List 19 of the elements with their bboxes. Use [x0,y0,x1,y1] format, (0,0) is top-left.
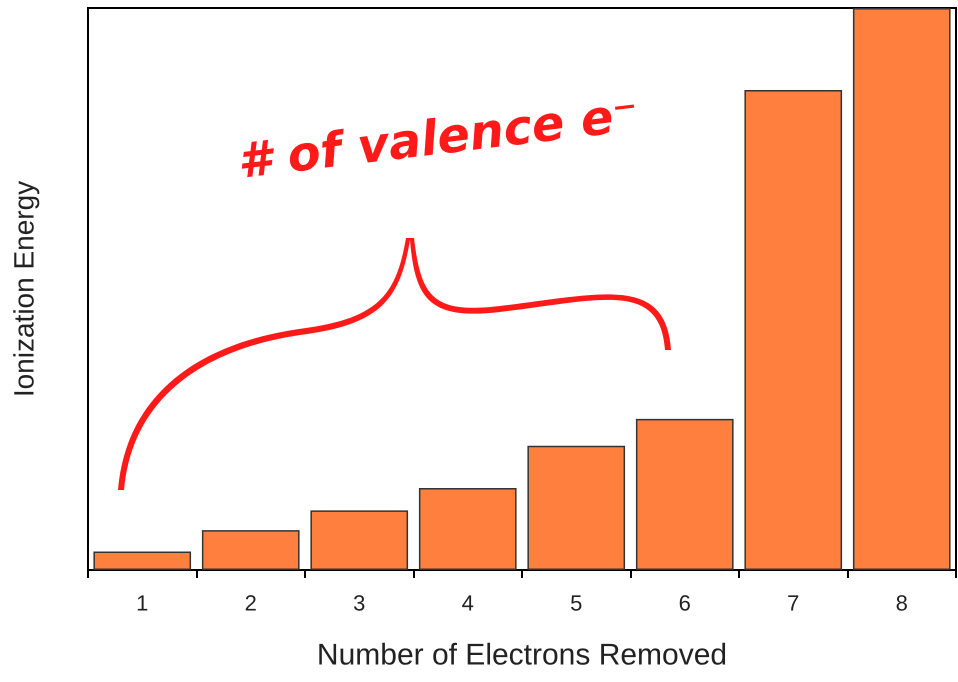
bar [418,488,517,570]
bar [852,8,951,570]
x-tick-label: 5 [570,590,582,616]
x-tick-label: 8 [896,590,908,616]
bar [310,510,408,570]
bar [527,446,626,570]
annotation: # of valence e⁻ [234,86,642,190]
x-tick-label: 6 [678,590,691,616]
x-tick-label: 3 [353,590,366,616]
bar [202,530,300,570]
y-axis-title: Ionization Energy [8,180,40,398]
x-tick-label: 7 [787,590,800,616]
bar [744,90,842,570]
bar [636,418,734,570]
x-tick-label: 2 [244,590,257,616]
x-tick-label: 4 [462,590,474,616]
bar [93,551,192,570]
x-axis-title: Number of Electrons Removed [316,638,728,672]
x-tick-label: 1 [136,590,148,616]
